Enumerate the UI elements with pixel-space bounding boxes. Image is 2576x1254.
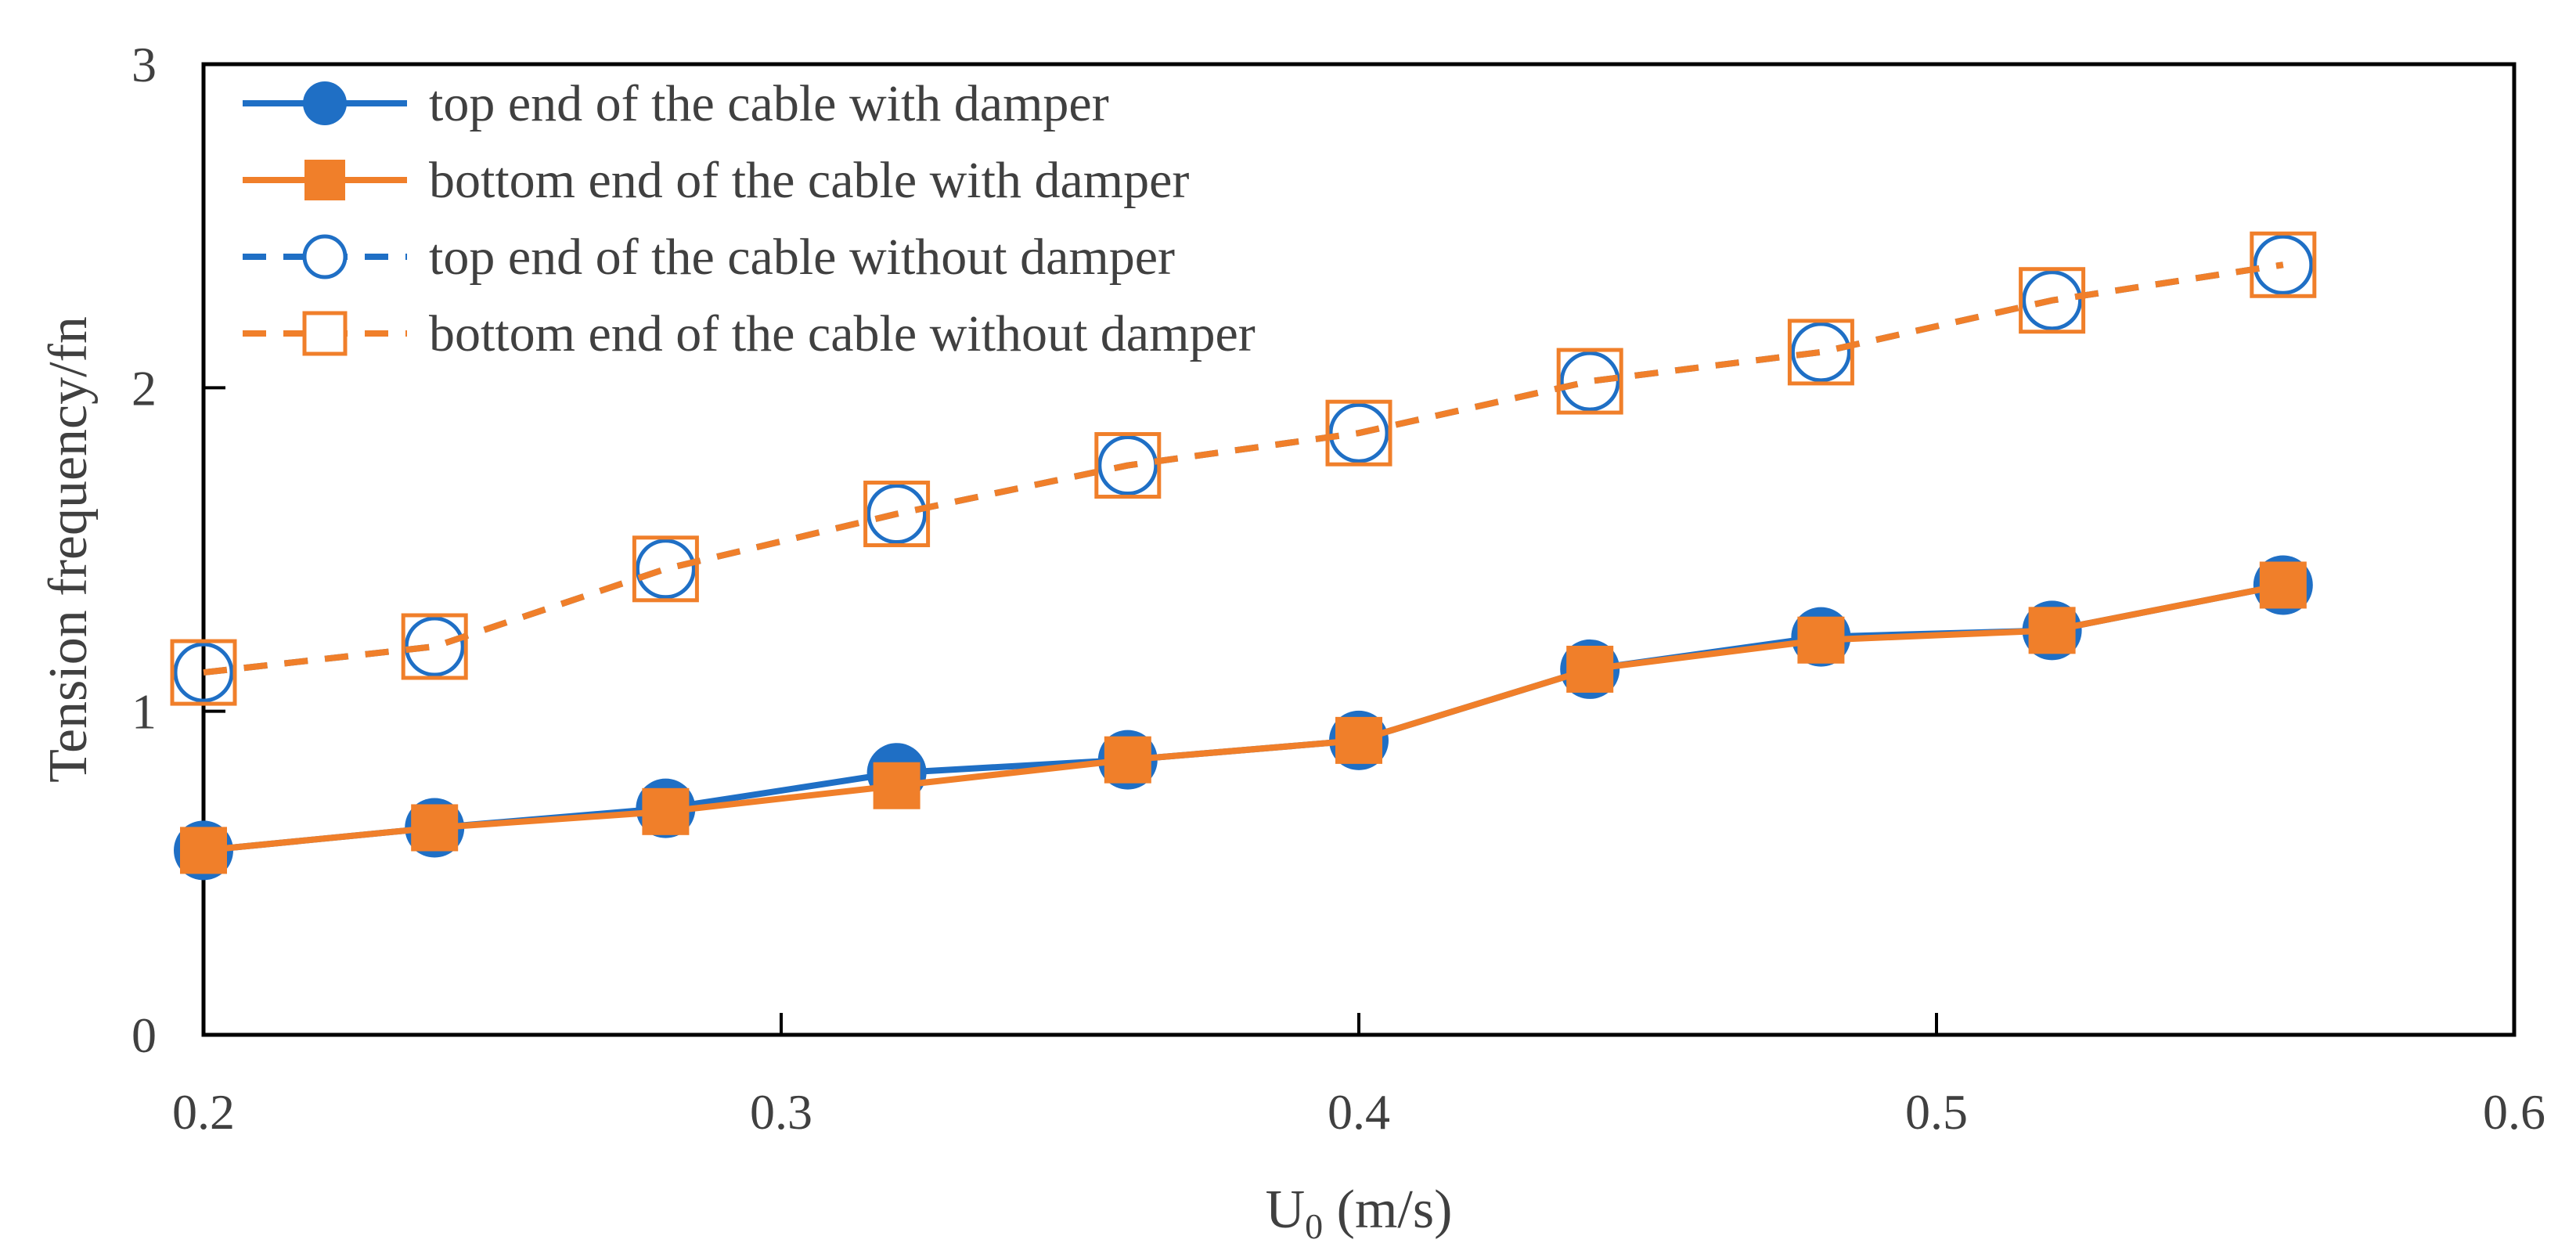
series-2 [180, 561, 2307, 874]
legend-label: bottom end of the cable with damper [429, 152, 1189, 209]
series-line [203, 582, 2284, 854]
legend-marker [302, 234, 348, 279]
data-point [1097, 435, 1158, 496]
data-point [866, 484, 928, 545]
data-point [635, 539, 696, 600]
data-point [170, 639, 237, 706]
legend-label: top end of the cable without damper [429, 229, 1175, 286]
legend-entry: bottom end of the cable without damper [243, 305, 1256, 362]
x-tick-label: 0.5 [1905, 1084, 1968, 1140]
plot-area [201, 62, 2517, 1037]
y-axis-label: Tension frequency/fn [38, 316, 99, 783]
legend-entry: top end of the cable without damper [243, 229, 1175, 286]
series-layer [170, 231, 2317, 881]
data-point [180, 827, 227, 874]
x-tick-label: 0.3 [750, 1084, 812, 1140]
data-point [411, 804, 459, 852]
data-point [404, 616, 465, 677]
data-point [2259, 561, 2307, 609]
tick-labels: 0.2 0.3 0.4 0.5 0.6 0 1 2 3 [132, 37, 2545, 1140]
data-point [1104, 736, 1151, 784]
x-tick-label: 0.2 [172, 1084, 235, 1140]
y-tick-label: 1 [132, 684, 157, 740]
y-tick-label: 0 [132, 1007, 157, 1063]
legend-marker [302, 311, 348, 356]
legend-marker [304, 160, 345, 200]
x-axis-label: U0 (m/s) [1266, 1180, 1453, 1246]
data-point [1797, 616, 1845, 664]
data-point [401, 613, 468, 680]
series-line [203, 261, 2284, 676]
x-tick-label: 0.4 [1328, 1084, 1390, 1140]
y-tick-label: 3 [132, 37, 157, 92]
x-axis-label-subscript: 0 [1305, 1206, 1323, 1246]
data-point [632, 535, 699, 603]
series-4 [170, 231, 2317, 706]
data-point [1559, 351, 1620, 412]
legend-label: bottom end of the cable without damper [429, 305, 1256, 362]
data-point [2250, 231, 2317, 298]
data-point [1335, 716, 1382, 764]
legend: top end of the cable with damper bottom e… [243, 75, 1256, 362]
data-point [2022, 270, 2083, 331]
data-point [1328, 402, 1389, 463]
data-point [1566, 645, 1614, 693]
data-point [642, 787, 690, 835]
data-point [1556, 348, 1623, 415]
x-axis-label-unit: (m/s) [1323, 1180, 1452, 1240]
legend-entry: bottom end of the cable with damper [243, 152, 1189, 209]
legend-label: top end of the cable with damper [429, 75, 1109, 132]
data-point [2253, 234, 2314, 295]
axis-ticks [202, 63, 2516, 1036]
data-point [1325, 399, 1392, 467]
legend-marker [303, 81, 347, 125]
x-axis-label-main: U [1266, 1180, 1306, 1240]
x-tick-label: 0.6 [2483, 1084, 2545, 1140]
data-point [863, 481, 931, 548]
data-point [1790, 322, 1851, 383]
data-point [173, 642, 234, 703]
data-point [1787, 319, 1854, 386]
legend-entry: top end of the cable with damper [243, 75, 1109, 132]
y-tick-label: 2 [132, 360, 157, 416]
data-point [873, 762, 921, 809]
data-point [2028, 607, 2076, 654]
data-point [2019, 267, 2086, 334]
data-point [1094, 432, 1162, 499]
